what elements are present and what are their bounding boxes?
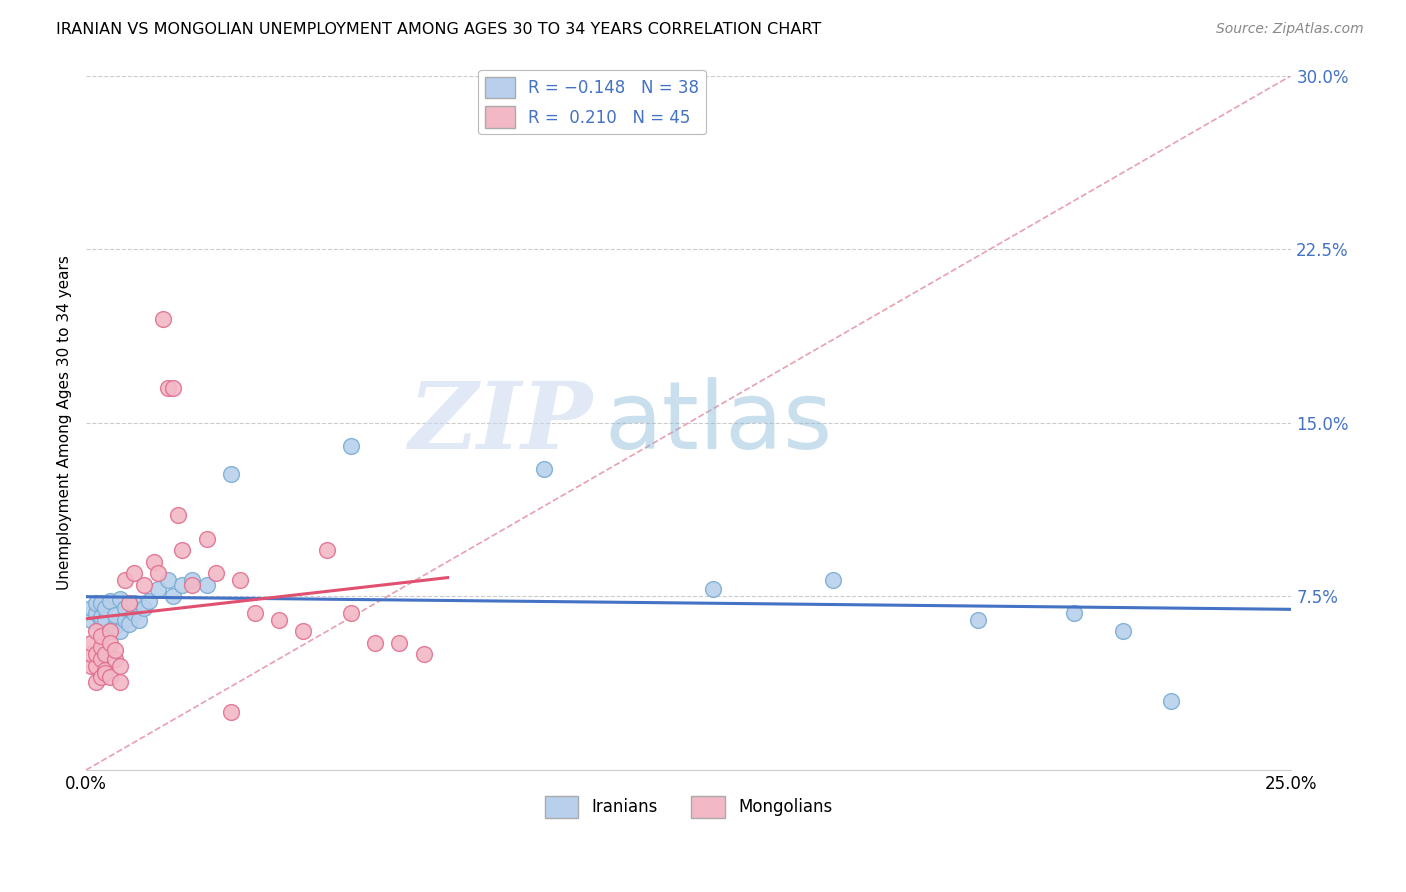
Point	[98, 635, 121, 649]
Point	[90, 596, 112, 610]
Point	[104, 652, 127, 666]
Point	[162, 590, 184, 604]
Point	[94, 665, 117, 680]
Point	[98, 624, 121, 639]
Point	[80, 658, 103, 673]
Point	[702, 582, 724, 597]
Point	[823, 573, 845, 587]
Point	[94, 613, 117, 627]
Y-axis label: Unemployment Among Ages 30 to 34 years: Unemployment Among Ages 30 to 34 years	[58, 255, 72, 591]
Point	[267, 613, 290, 627]
Point	[152, 311, 174, 326]
Point	[118, 617, 141, 632]
Point	[172, 578, 194, 592]
Point	[243, 606, 266, 620]
Point	[148, 582, 170, 597]
Point	[533, 462, 555, 476]
Point	[84, 647, 107, 661]
Point	[128, 613, 150, 627]
Point	[114, 573, 136, 587]
Point	[108, 624, 131, 639]
Point	[80, 601, 103, 615]
Legend: Iranians, Mongolians: Iranians, Mongolians	[538, 789, 839, 824]
Point	[84, 658, 107, 673]
Point	[195, 532, 218, 546]
Point	[148, 566, 170, 581]
Point	[162, 381, 184, 395]
Point	[90, 640, 112, 655]
Point	[388, 635, 411, 649]
Point	[195, 578, 218, 592]
Point	[94, 647, 117, 661]
Point	[94, 664, 117, 678]
Point	[967, 613, 990, 627]
Point	[98, 594, 121, 608]
Point	[219, 467, 242, 481]
Point	[138, 594, 160, 608]
Point	[114, 613, 136, 627]
Point	[181, 573, 204, 587]
Point	[316, 543, 339, 558]
Point	[104, 607, 127, 622]
Point	[229, 573, 252, 587]
Point	[108, 658, 131, 673]
Point	[90, 652, 112, 666]
Point	[166, 508, 188, 523]
Point	[104, 642, 127, 657]
Point	[90, 610, 112, 624]
Point	[94, 601, 117, 615]
Point	[124, 566, 146, 581]
Point	[340, 439, 363, 453]
Point	[90, 629, 112, 643]
Point	[84, 606, 107, 620]
Point	[181, 578, 204, 592]
Point	[172, 543, 194, 558]
Text: atlas: atlas	[605, 376, 832, 469]
Point	[108, 591, 131, 606]
Text: Source: ZipAtlas.com: Source: ZipAtlas.com	[1216, 22, 1364, 37]
Point	[364, 635, 387, 649]
Point	[114, 601, 136, 615]
Point	[157, 573, 180, 587]
Point	[412, 647, 434, 661]
Point	[90, 617, 112, 632]
Point	[132, 578, 155, 592]
Text: IRANIAN VS MONGOLIAN UNEMPLOYMENT AMONG AGES 30 TO 34 YEARS CORRELATION CHART: IRANIAN VS MONGOLIAN UNEMPLOYMENT AMONG …	[56, 22, 821, 37]
Point	[98, 670, 121, 684]
Point	[1063, 606, 1085, 620]
Point	[219, 705, 242, 719]
Point	[1111, 624, 1133, 639]
Point	[205, 566, 228, 581]
Point	[90, 670, 112, 684]
Point	[104, 619, 127, 633]
Point	[340, 606, 363, 620]
Point	[124, 596, 146, 610]
Point	[157, 381, 180, 395]
Point	[80, 635, 103, 649]
Point	[80, 613, 103, 627]
Point	[124, 606, 146, 620]
Point	[84, 596, 107, 610]
Point	[1160, 693, 1182, 707]
Text: ZIP: ZIP	[408, 377, 592, 467]
Point	[142, 555, 165, 569]
Point	[108, 675, 131, 690]
Point	[98, 624, 121, 639]
Point	[132, 601, 155, 615]
Point	[80, 647, 103, 661]
Point	[84, 624, 107, 639]
Point	[118, 596, 141, 610]
Point	[292, 624, 315, 639]
Point	[84, 675, 107, 690]
